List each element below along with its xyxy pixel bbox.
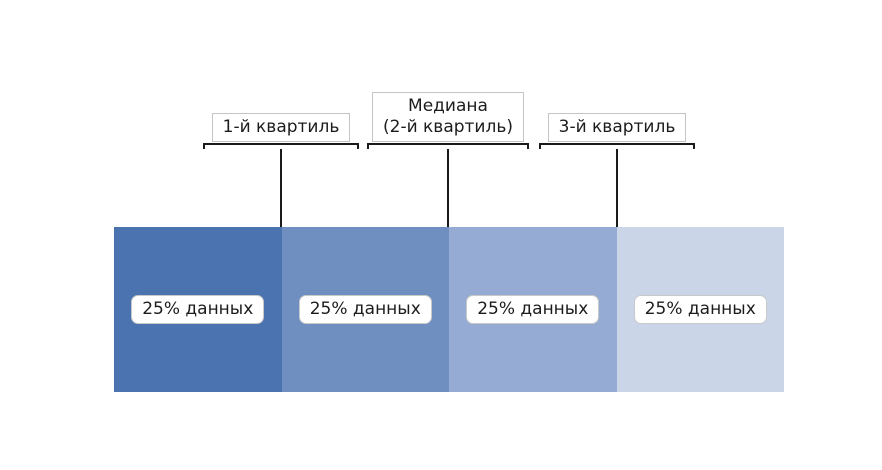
- quartile-block-1: 25% данных: [114, 227, 282, 392]
- quartile-blocks: 25% данных 25% данных 25% данных 25% дан…: [114, 227, 784, 392]
- median-bracket: [367, 143, 529, 149]
- first-quartile-label-line1: 1-й квартиль: [222, 116, 340, 137]
- median-label: Медиана (2-й квартиль): [372, 91, 524, 142]
- third-quartile-bracket: [539, 143, 695, 149]
- third-quartile-connector-line: [616, 149, 618, 227]
- median-connector-line: [447, 149, 449, 227]
- third-quartile-label-line1: 3-й квартиль: [558, 116, 676, 137]
- quartile-block-1-badge: 25% данных: [131, 294, 265, 325]
- quartile-block-3: 25% данных: [449, 227, 617, 392]
- median-label-line1: Медиана: [408, 95, 488, 116]
- median-label-line2: (2-й квартиль): [383, 116, 513, 137]
- annotation-first-quartile: 1-й квартиль: [203, 112, 359, 227]
- annotation-median: Медиана (2-й квартиль): [367, 91, 529, 227]
- quartile-block-4-badge: 25% данных: [633, 294, 767, 325]
- first-quartile-bracket: [203, 143, 359, 149]
- quartile-block-3-badge: 25% данных: [466, 294, 600, 325]
- third-quartile-label: 3-й квартиль: [547, 112, 687, 142]
- quartile-block-2-badge: 25% данных: [298, 294, 432, 325]
- quartile-block-2: 25% данных: [281, 227, 449, 392]
- annotation-third-quartile: 3-й квартиль: [539, 112, 695, 227]
- first-quartile-connector-line: [280, 149, 282, 227]
- quartile-block-4: 25% данных: [616, 227, 784, 392]
- first-quartile-label: 1-й квартиль: [211, 112, 351, 142]
